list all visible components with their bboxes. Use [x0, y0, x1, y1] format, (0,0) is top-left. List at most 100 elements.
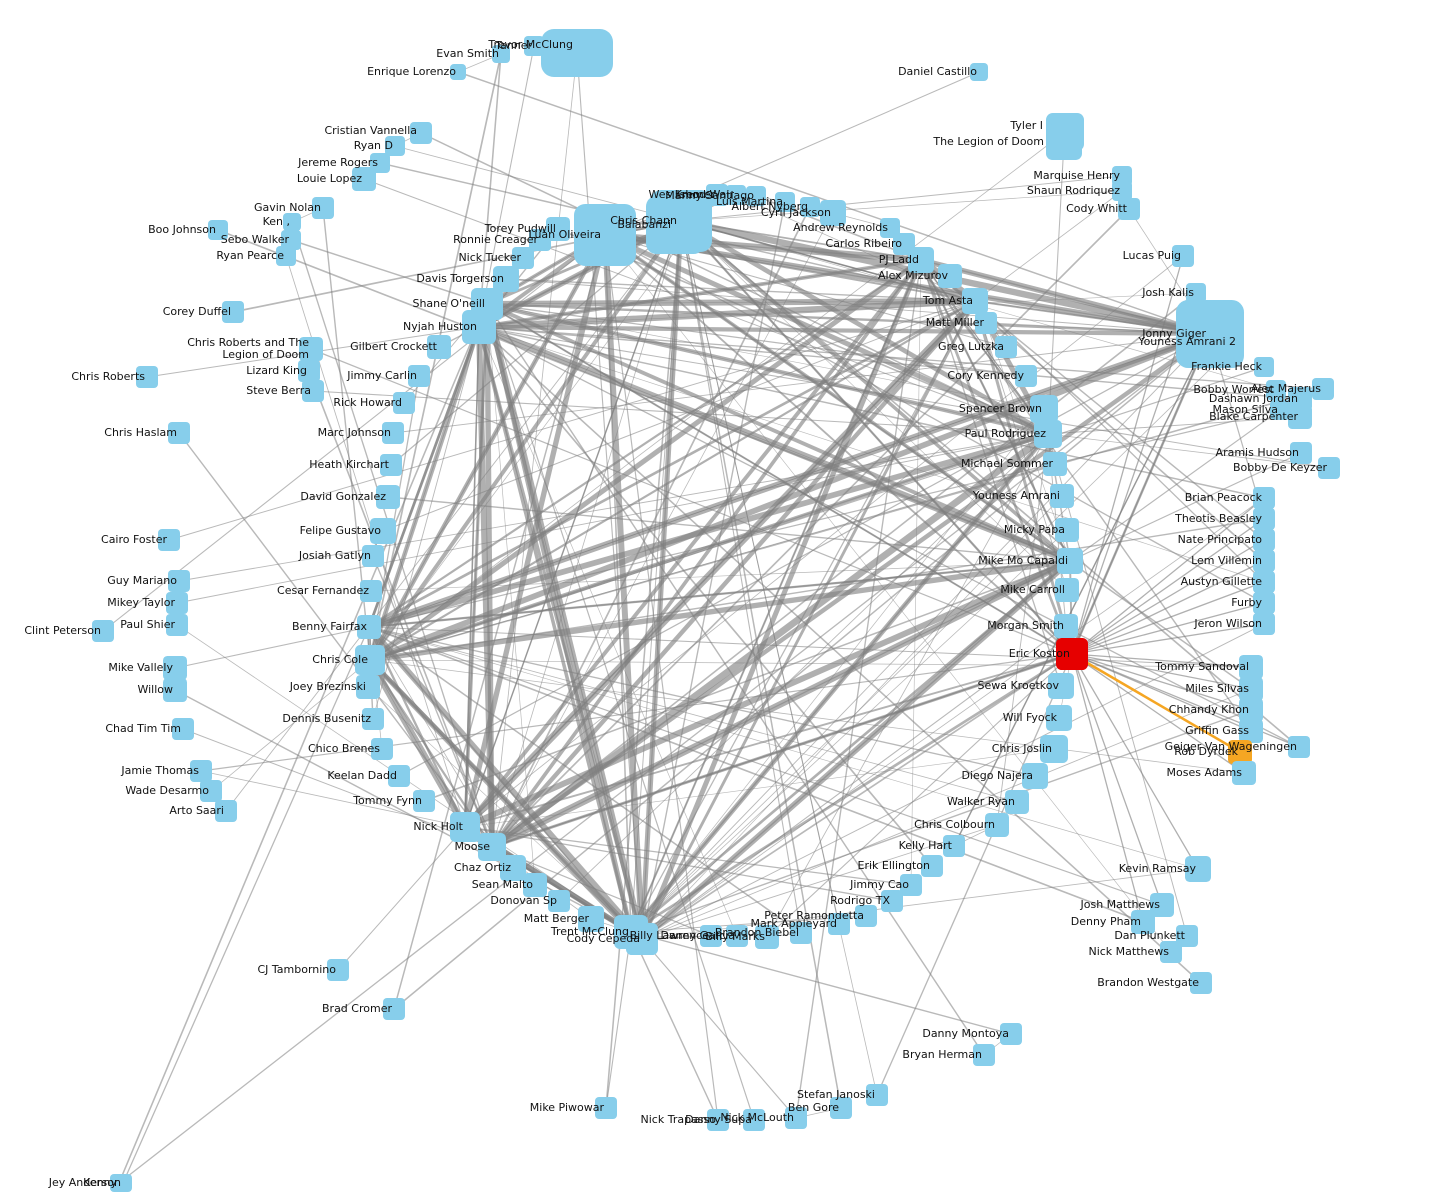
graph-node[interactable]	[168, 422, 190, 444]
graph-node[interactable]	[1176, 925, 1198, 947]
graph-node[interactable]	[1253, 571, 1275, 593]
graph-node[interactable]	[529, 229, 551, 251]
graph-node[interactable]	[855, 905, 877, 927]
graph-node[interactable]	[380, 454, 402, 476]
graph-node[interactable]	[1131, 910, 1155, 934]
graph-node[interactable]	[523, 873, 547, 897]
graph-node[interactable]	[376, 485, 400, 509]
graph-node[interactable]	[743, 1109, 765, 1131]
graph-node[interactable]	[908, 247, 934, 273]
graph-node[interactable]	[1228, 740, 1252, 764]
graph-node[interactable]	[114, 1174, 132, 1192]
graph-node[interactable]	[1253, 529, 1275, 551]
graph-node[interactable]	[1190, 972, 1212, 994]
graph-node[interactable]	[357, 615, 381, 639]
graph-node[interactable]	[1318, 457, 1340, 479]
graph-node[interactable]	[1172, 245, 1194, 267]
graph-node[interactable]	[1160, 941, 1182, 963]
graph-node[interactable]	[1112, 181, 1132, 201]
graph-node[interactable]	[726, 185, 746, 205]
graph-node[interactable]	[356, 675, 380, 699]
graph-node[interactable]	[168, 570, 190, 592]
graph-node[interactable]	[92, 620, 114, 642]
graph-node[interactable]	[327, 959, 349, 981]
graph-node[interactable]	[707, 1109, 729, 1131]
graph-node[interactable]	[626, 923, 658, 955]
graph-node[interactable]	[208, 220, 228, 240]
graph-node[interactable]	[1034, 420, 1062, 448]
graph-node[interactable]	[1253, 592, 1275, 614]
graph-node[interactable]	[548, 890, 570, 912]
graph-node[interactable]	[500, 855, 526, 881]
graph-node[interactable]	[385, 136, 405, 156]
graph-node[interactable]	[700, 925, 722, 947]
graph-node[interactable]	[352, 167, 376, 191]
graph-node[interactable]	[450, 64, 466, 80]
graph-node[interactable]	[775, 192, 795, 212]
graph-node[interactable]	[370, 518, 396, 544]
graph-node[interactable]	[1055, 578, 1079, 602]
graph-node[interactable]	[1185, 856, 1211, 882]
graph-node[interactable]	[512, 247, 534, 269]
graph-node[interactable]	[800, 197, 820, 217]
graph-node[interactable]	[881, 890, 903, 912]
graph-node[interactable]	[921, 855, 943, 877]
graph-node[interactable]	[281, 230, 301, 250]
graph-node[interactable]	[1239, 655, 1263, 679]
graph-node[interactable]	[578, 906, 604, 932]
graph-node[interactable]	[790, 922, 812, 944]
graph-node[interactable]	[388, 765, 410, 787]
graph-node[interactable]	[1232, 761, 1256, 785]
graph-node[interactable]	[493, 266, 519, 292]
graph-node[interactable]	[413, 790, 435, 812]
graph-node[interactable]	[900, 874, 922, 896]
graph-node[interactable]	[1046, 705, 1072, 731]
graph-node[interactable]	[383, 998, 405, 1020]
graph-node[interactable]	[1000, 1023, 1022, 1045]
graph-node[interactable]	[1232, 336, 1244, 348]
graph-node[interactable]	[302, 380, 324, 402]
graph-node[interactable]	[706, 184, 728, 206]
graph-node[interactable]	[1253, 613, 1275, 635]
graph-node[interactable]	[158, 529, 180, 551]
graph-node[interactable]	[1270, 400, 1290, 420]
graph-node[interactable]	[163, 678, 187, 702]
graph-node[interactable]	[222, 301, 244, 323]
graph-node[interactable]	[1176, 300, 1244, 368]
graph-node[interactable]	[1030, 395, 1058, 423]
graph-node[interactable]	[172, 718, 194, 740]
graph-node[interactable]	[190, 760, 212, 782]
graph-node[interactable]	[408, 365, 430, 387]
graph-node[interactable]	[595, 1097, 617, 1119]
graph-node[interactable]	[298, 360, 320, 382]
graph-node[interactable]	[1253, 487, 1275, 509]
graph-node[interactable]	[410, 122, 432, 144]
graph-node[interactable]	[962, 288, 988, 314]
graph-node[interactable]	[360, 580, 382, 602]
graph-node[interactable]	[1253, 508, 1275, 530]
graph-node[interactable]	[1048, 673, 1074, 699]
graph-node[interactable]	[1239, 698, 1263, 722]
graph-node[interactable]	[1055, 518, 1079, 542]
graph-node[interactable]	[1043, 452, 1067, 476]
graph-node[interactable]	[450, 812, 480, 842]
graph-node[interactable]	[362, 545, 384, 567]
graph-node[interactable]	[312, 197, 334, 219]
graph-node[interactable]	[283, 213, 301, 231]
graph-node[interactable]	[985, 813, 1009, 837]
graph-node[interactable]	[524, 36, 544, 56]
graph-node[interactable]	[1118, 198, 1140, 220]
graph-node[interactable]	[1015, 365, 1037, 387]
graph-node[interactable]	[1022, 763, 1048, 789]
graph-node[interactable]	[1054, 614, 1078, 638]
graph-node[interactable]	[1253, 550, 1275, 572]
graph-node[interactable]	[1239, 719, 1263, 743]
graph-node[interactable]	[574, 204, 636, 266]
graph-node[interactable]	[362, 708, 384, 730]
graph-node[interactable]	[393, 392, 415, 414]
graph-node[interactable]	[755, 925, 779, 949]
graph-node[interactable]	[1288, 736, 1310, 758]
graph-node[interactable]	[1266, 380, 1286, 400]
graph-node[interactable]	[427, 335, 451, 359]
